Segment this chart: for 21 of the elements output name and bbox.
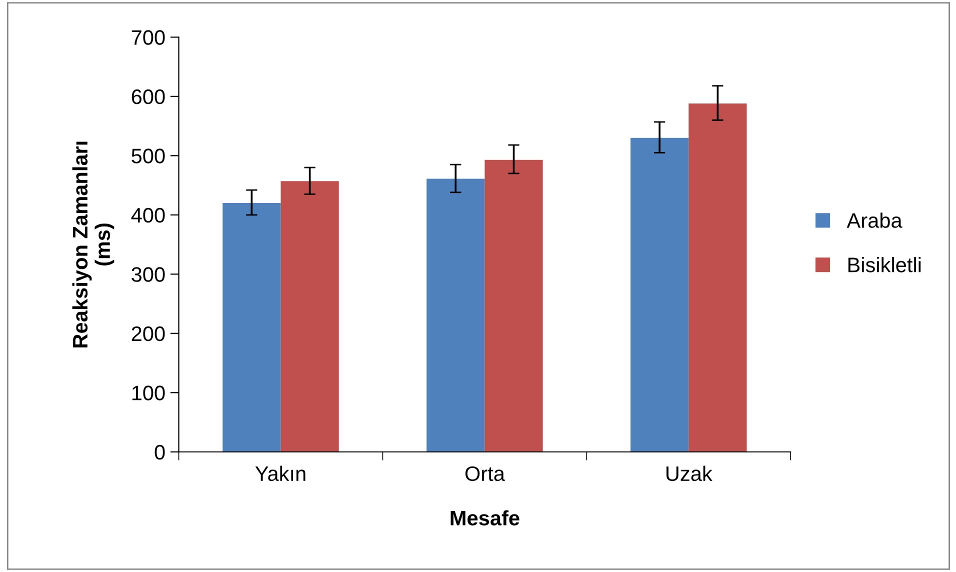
y-axis-title: Reaksiyon Zamanları (ms) xyxy=(72,142,114,348)
y-tick-label: 300 xyxy=(132,267,165,282)
x-tick-label: Yakın xyxy=(255,466,306,482)
y-tick-label: 700 xyxy=(132,30,165,45)
y-tick-label: 500 xyxy=(132,148,165,164)
bar xyxy=(426,178,485,452)
x-axis-title: Mesafe xyxy=(450,510,520,526)
y-tick-label: 0 xyxy=(154,444,165,460)
y-tick-label: 600 xyxy=(132,89,165,104)
bar xyxy=(280,181,339,452)
bar xyxy=(484,160,543,452)
bar xyxy=(222,203,281,452)
y-tick-label: 200 xyxy=(132,326,165,342)
bar xyxy=(630,138,689,452)
legend-label: Bisikletli xyxy=(848,257,921,272)
y-tick-label: 400 xyxy=(131,208,165,223)
y-tick-label: 100 xyxy=(132,386,165,400)
x-tick-label: Orta xyxy=(465,466,505,482)
bar xyxy=(688,104,747,452)
legend-label: Araba xyxy=(846,212,902,228)
x-tick-label: Uzak xyxy=(666,466,712,482)
